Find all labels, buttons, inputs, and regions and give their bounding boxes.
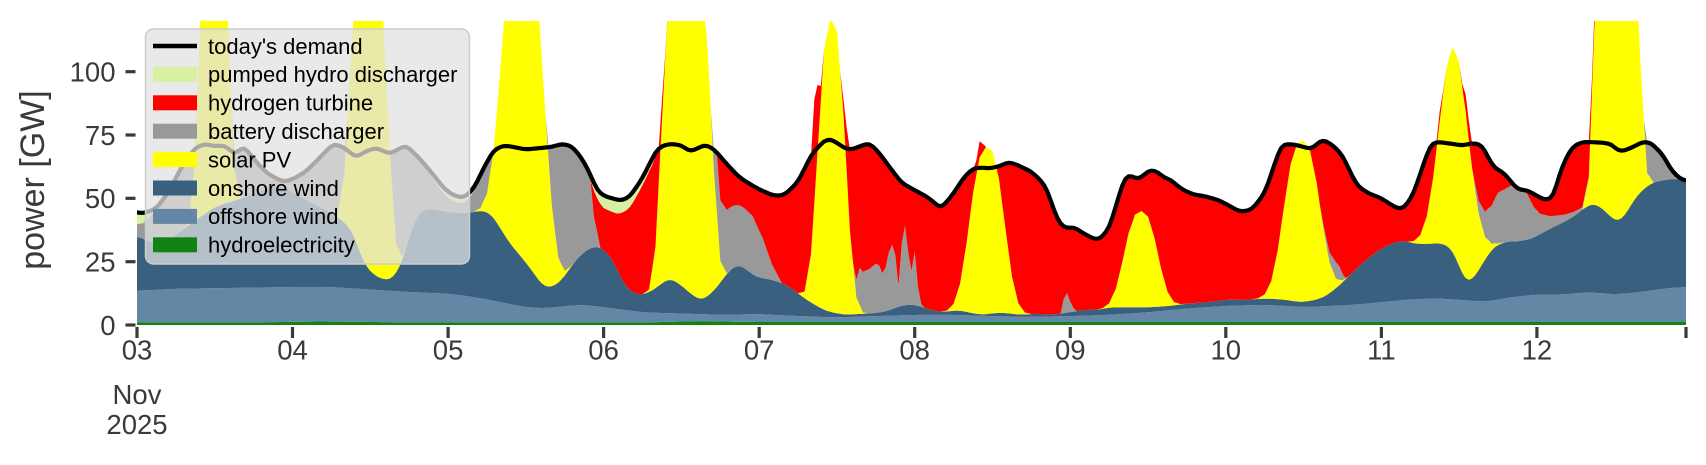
svg-text:12: 12 xyxy=(1522,335,1553,366)
svg-text:25: 25 xyxy=(85,247,116,278)
svg-text:2025: 2025 xyxy=(106,409,167,440)
svg-text:05: 05 xyxy=(433,335,464,366)
svg-text:11: 11 xyxy=(1367,335,1396,366)
svg-text:0: 0 xyxy=(100,310,115,341)
svg-text:03: 03 xyxy=(122,335,153,366)
svg-text:10: 10 xyxy=(1211,335,1242,366)
svg-text:100: 100 xyxy=(70,57,116,88)
svg-text:hydroelectricity: hydroelectricity xyxy=(208,233,355,258)
svg-text:07: 07 xyxy=(744,335,775,366)
svg-text:Nov: Nov xyxy=(113,379,162,410)
svg-text:06: 06 xyxy=(588,335,619,366)
svg-text:08: 08 xyxy=(899,335,930,366)
svg-text:offshore wind: offshore wind xyxy=(208,204,338,229)
svg-text:hydrogen turbine: hydrogen turbine xyxy=(208,91,373,116)
svg-text:onshore wind: onshore wind xyxy=(208,176,339,201)
svg-text:50: 50 xyxy=(85,183,116,214)
svg-text:pumped hydro discharger: pumped hydro discharger xyxy=(208,62,457,87)
svg-text:battery discharger: battery discharger xyxy=(208,119,384,144)
svg-text:75: 75 xyxy=(85,120,116,151)
svg-text:09: 09 xyxy=(1055,335,1086,366)
svg-text:power [GW]: power [GW] xyxy=(14,90,52,269)
svg-text:04: 04 xyxy=(277,335,308,366)
svg-text:solar PV: solar PV xyxy=(208,147,291,172)
svg-text:today's demand: today's demand xyxy=(208,34,363,59)
